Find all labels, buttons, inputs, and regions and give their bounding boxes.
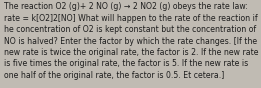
- Text: The reaction O2 (g)+ 2 NO (g) → 2 NO2 (g) obeys the rate law:
rate = k[O2]2[NO] : The reaction O2 (g)+ 2 NO (g) → 2 NO2 (g…: [4, 2, 258, 80]
